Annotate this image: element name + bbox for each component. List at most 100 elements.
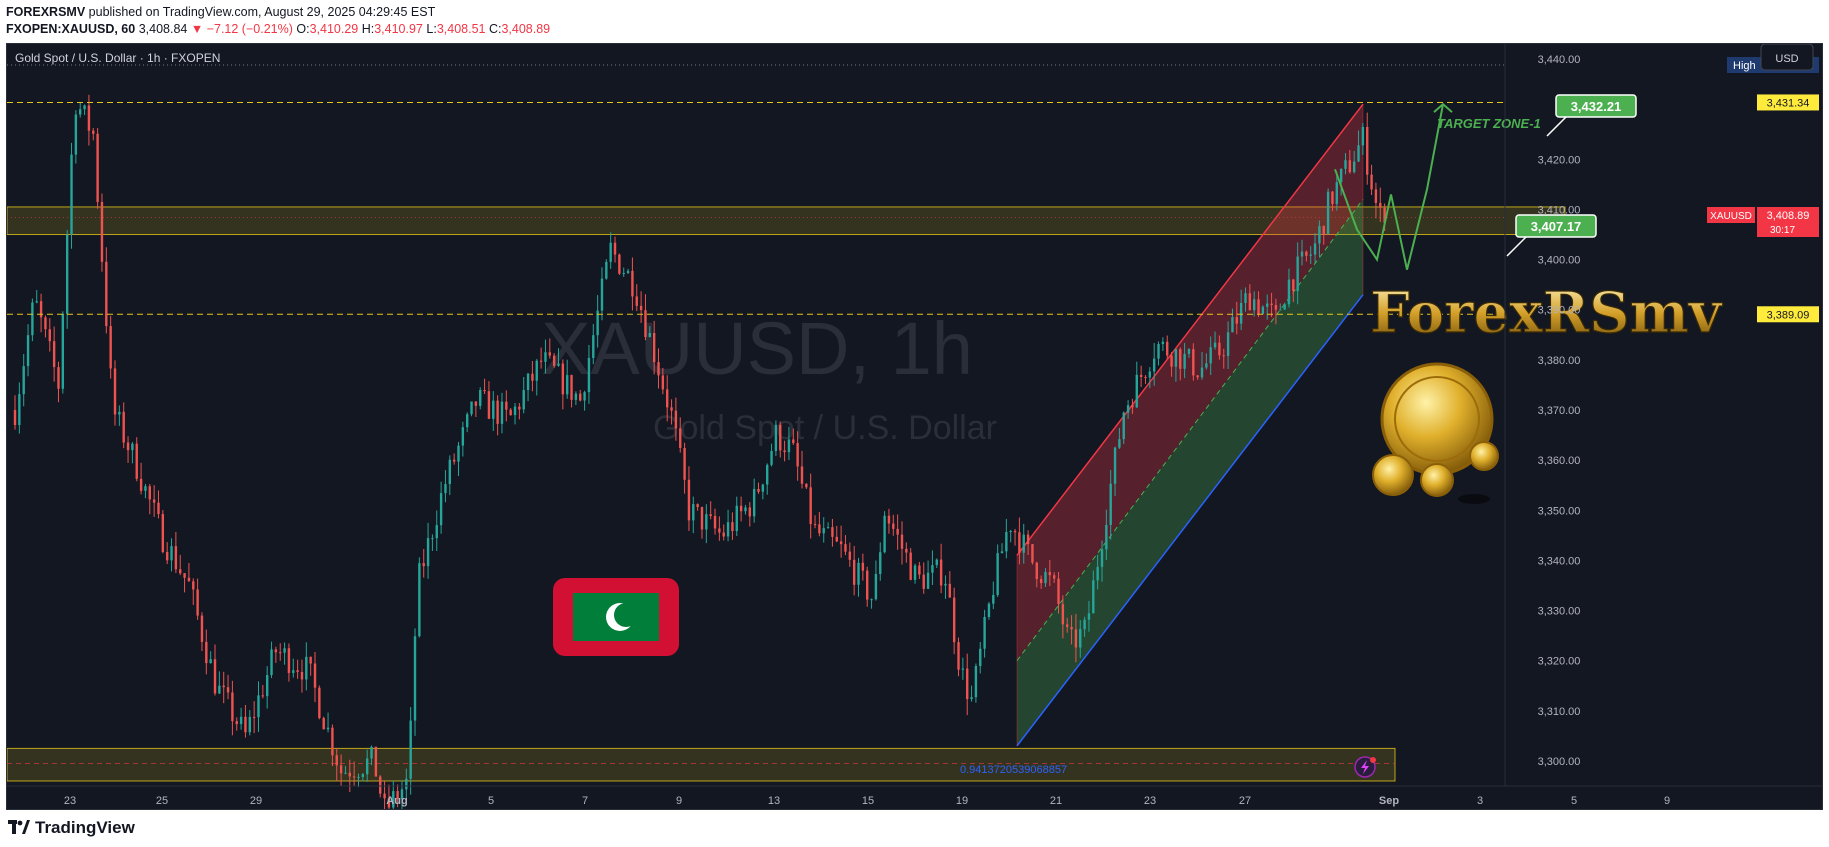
candle[interactable] — [274, 646, 278, 663]
candle[interactable] — [852, 545, 856, 596]
candle[interactable] — [479, 387, 482, 410]
candle[interactable] — [1366, 112, 1369, 185]
candle[interactable] — [400, 780, 404, 809]
candle[interactable] — [300, 659, 304, 693]
candle[interactable] — [909, 547, 912, 581]
candle[interactable] — [761, 483, 765, 500]
candle[interactable] — [970, 685, 973, 702]
candle[interactable] — [905, 542, 908, 563]
candle[interactable] — [1018, 517, 1021, 565]
publisher-name[interactable]: FOREXRSMV — [6, 5, 86, 19]
candle[interactable] — [561, 359, 565, 410]
target-zone-label[interactable]: TARGET ZONE-1 — [1437, 116, 1541, 131]
candle[interactable] — [118, 405, 121, 426]
candle[interactable] — [1244, 287, 1247, 312]
candle[interactable] — [361, 772, 365, 782]
candle[interactable] — [952, 587, 956, 655]
candle[interactable] — [692, 496, 695, 534]
candle[interactable] — [352, 761, 356, 786]
candle[interactable] — [448, 455, 451, 496]
candle[interactable] — [39, 293, 43, 333]
candle[interactable] — [222, 671, 225, 704]
candle[interactable] — [1309, 246, 1312, 265]
candle[interactable] — [1335, 172, 1338, 211]
candle[interactable] — [1261, 305, 1265, 315]
candle[interactable] — [718, 516, 721, 541]
candle[interactable] — [1096, 554, 1099, 590]
price-zone[interactable] — [7, 747, 1396, 782]
candle[interactable] — [779, 421, 782, 458]
candle[interactable] — [918, 561, 921, 580]
candle[interactable] — [996, 544, 999, 598]
candle[interactable] — [605, 259, 608, 280]
candle[interactable] — [92, 128, 95, 141]
candle[interactable] — [179, 554, 182, 576]
candle[interactable] — [557, 348, 560, 367]
candle[interactable] — [409, 706, 412, 795]
candle[interactable] — [1370, 164, 1373, 196]
candle[interactable] — [705, 504, 708, 544]
candle[interactable] — [357, 773, 360, 788]
candle[interactable] — [1087, 600, 1091, 632]
candle[interactable] — [766, 463, 769, 495]
candle[interactable] — [731, 512, 734, 540]
candle[interactable] — [870, 598, 873, 609]
candle[interactable] — [96, 127, 99, 209]
candle[interactable] — [848, 542, 852, 567]
candle[interactable] — [739, 496, 743, 522]
candle[interactable] — [1009, 529, 1012, 543]
candle[interactable] — [992, 581, 995, 610]
candle[interactable] — [187, 562, 191, 582]
candle[interactable] — [1357, 130, 1360, 162]
candle[interactable] — [1035, 561, 1038, 588]
candle[interactable] — [535, 359, 538, 396]
candle[interactable] — [935, 558, 938, 568]
candle[interactable] — [265, 666, 269, 709]
candle[interactable] — [387, 784, 391, 809]
candle[interactable] — [1205, 353, 1208, 370]
candle[interactable] — [161, 510, 165, 554]
candle[interactable] — [1235, 301, 1238, 335]
candle[interactable] — [435, 510, 438, 551]
candle[interactable] — [1079, 620, 1082, 658]
candle[interactable] — [700, 506, 704, 539]
candle[interactable] — [987, 602, 991, 620]
candle[interactable] — [83, 104, 86, 116]
candle[interactable] — [148, 484, 151, 515]
candle[interactable] — [1226, 321, 1230, 370]
candle[interactable] — [422, 548, 425, 578]
candle[interactable] — [896, 514, 899, 550]
candle[interactable] — [1031, 544, 1034, 565]
candle[interactable] — [431, 534, 434, 551]
candle[interactable] — [1170, 352, 1173, 377]
candle[interactable] — [1222, 348, 1225, 369]
candle[interactable] — [1131, 398, 1134, 414]
candle[interactable] — [1252, 291, 1256, 317]
candle[interactable] — [174, 531, 178, 574]
candle[interactable] — [52, 326, 56, 382]
candle[interactable] — [787, 426, 791, 461]
candle[interactable] — [800, 450, 804, 489]
candle[interactable] — [231, 680, 234, 736]
candle[interactable] — [1057, 572, 1060, 614]
projection-path-line[interactable] — [1334, 103, 1444, 270]
candle[interactable] — [809, 473, 812, 539]
candle[interactable] — [61, 311, 65, 394]
candle[interactable] — [405, 768, 408, 802]
candle[interactable] — [331, 724, 334, 767]
candle[interactable] — [813, 515, 817, 529]
candle[interactable] — [1048, 560, 1052, 587]
candle[interactable] — [226, 674, 230, 700]
candle[interactable] — [748, 502, 752, 527]
candle[interactable] — [600, 267, 604, 321]
candle[interactable] — [239, 707, 243, 730]
candle[interactable] — [1292, 278, 1295, 303]
candle[interactable] — [931, 550, 934, 586]
candle[interactable] — [1066, 617, 1069, 633]
candle[interactable] — [770, 443, 773, 467]
candle[interactable] — [1061, 595, 1065, 639]
candle[interactable] — [348, 759, 351, 793]
candle[interactable] — [1135, 361, 1138, 409]
candle[interactable] — [1052, 572, 1056, 584]
candle[interactable] — [270, 641, 273, 679]
